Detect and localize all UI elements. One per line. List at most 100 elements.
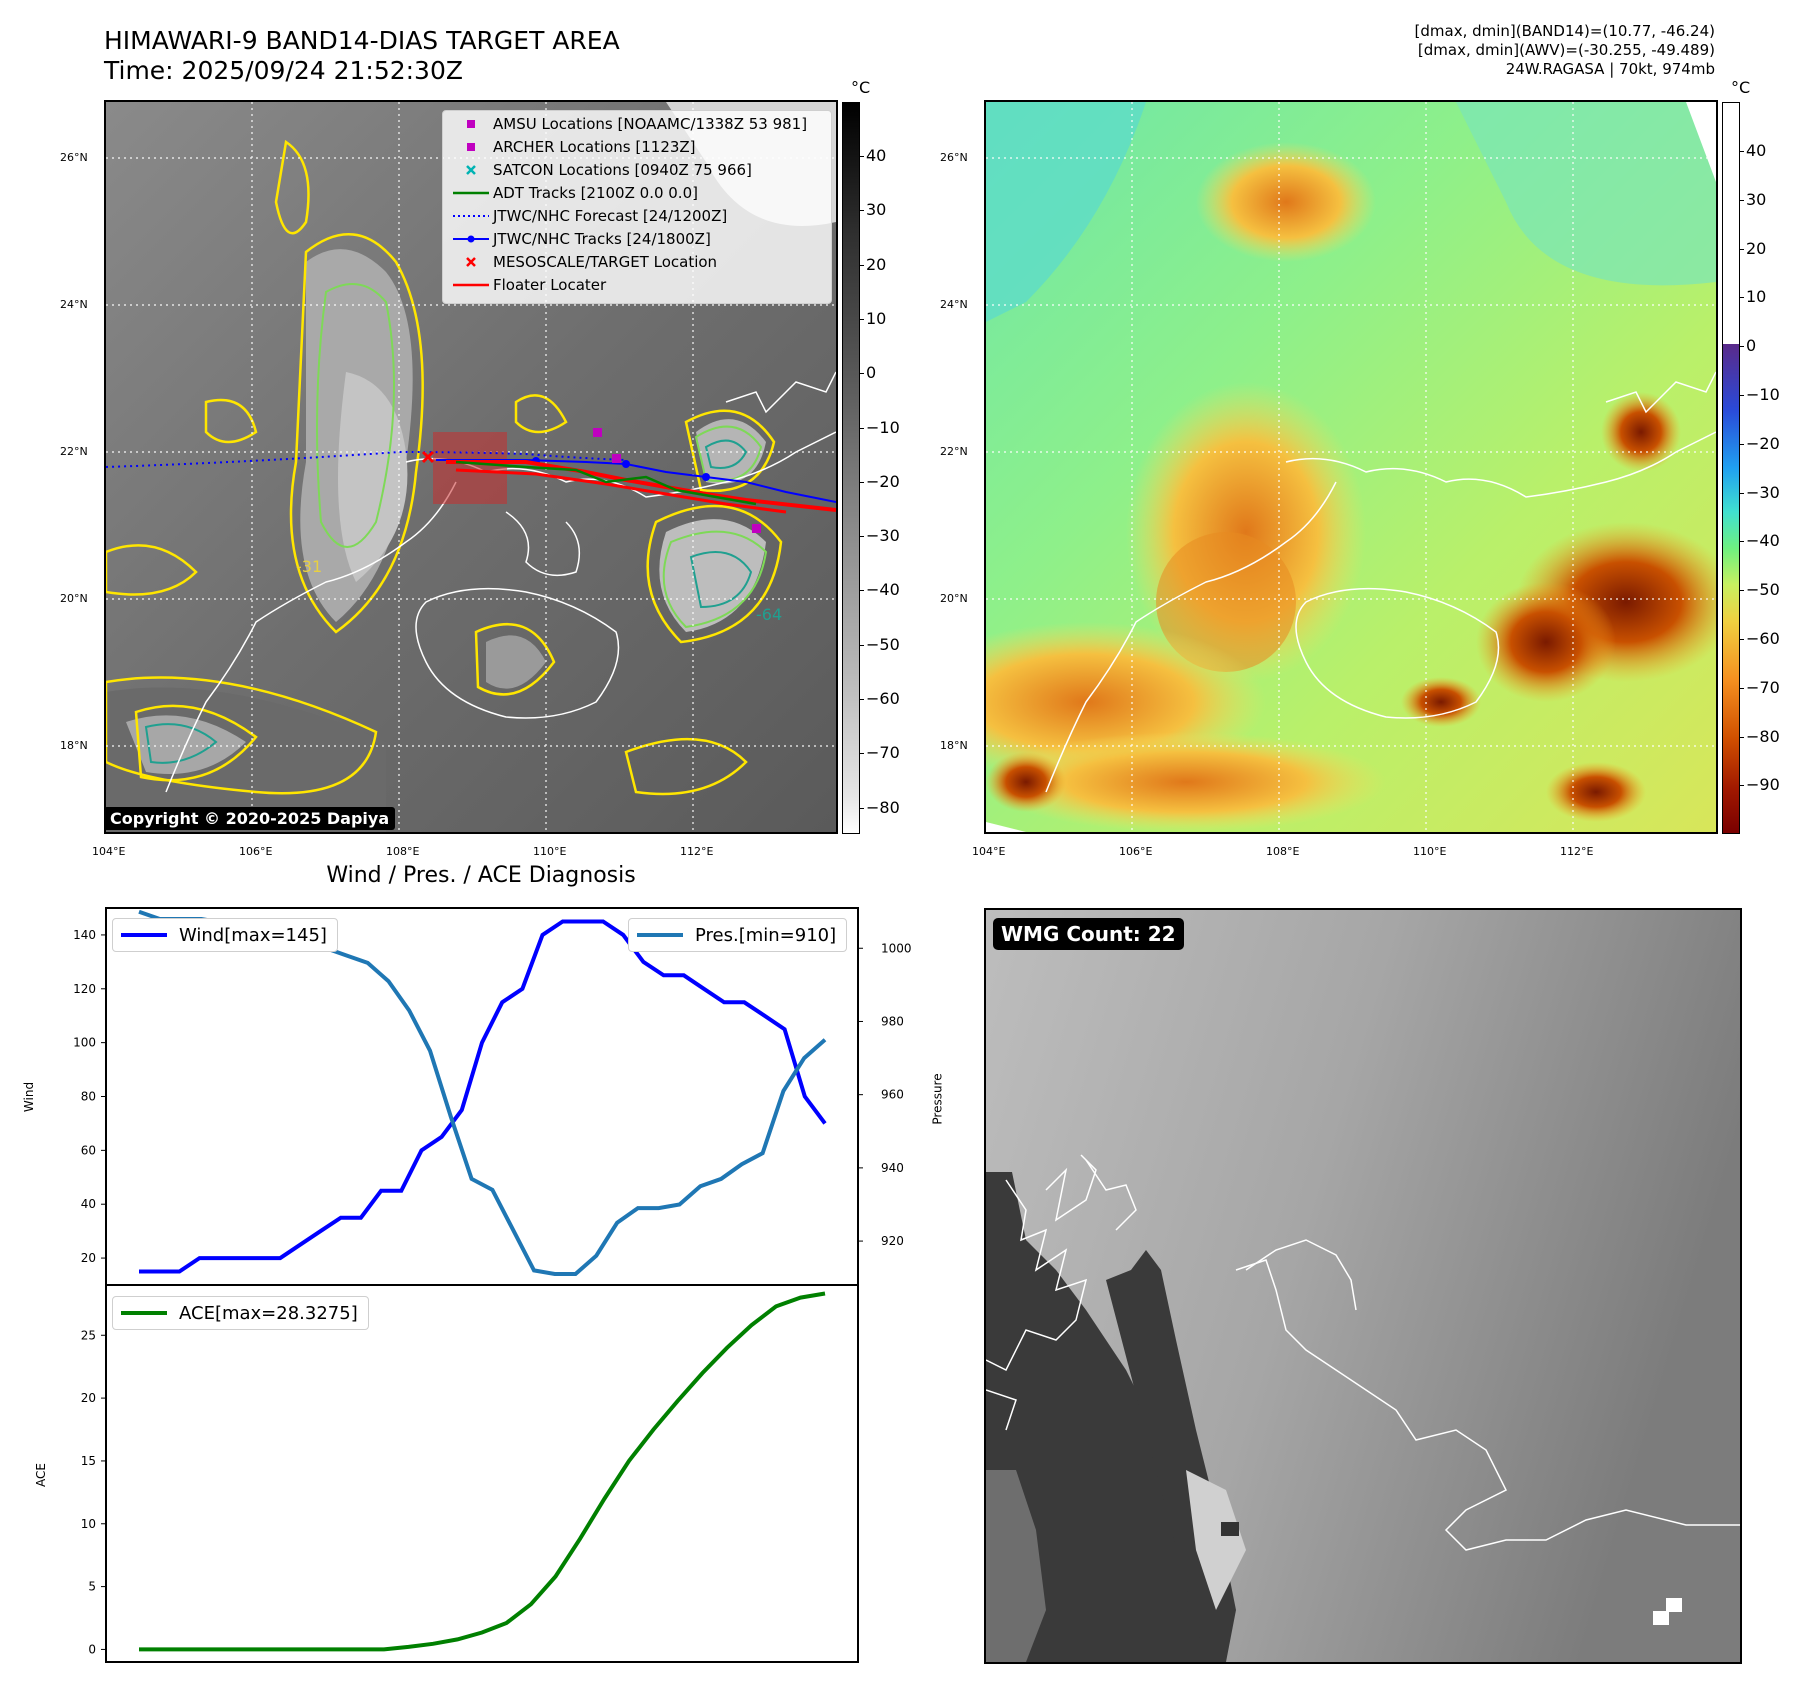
wind-legend-line (121, 933, 167, 937)
awv-colorbar-tick: 40 (1746, 141, 1767, 160)
ace-series-line (139, 1291, 826, 1652)
cyan-x-icon (451, 160, 493, 180)
awv-map-image (986, 102, 1716, 832)
wind-legend: Wind[max=145] (112, 918, 338, 952)
ir-colorbar-tick: 10 (866, 308, 887, 328)
legend-label: Floater Locater (493, 276, 607, 294)
awv-colorbar-tick: −80 (1746, 726, 1780, 746)
ir-colorbar-tick: −30 (866, 526, 900, 546)
band14-range: [dmax, dmin](BAND14)=(10.77, -46.24) (1414, 22, 1715, 40)
ir-colorbar-tick-mark (859, 264, 864, 266)
pressure-axis-label: Pressure (930, 1073, 945, 1125)
ir-colorbar-tick: 40 (866, 146, 887, 165)
awv-colorbar-tick-mark (1739, 199, 1744, 201)
legend-label: MESOSCALE/TARGET Location (493, 253, 718, 271)
lat-tick: 24°N (940, 298, 968, 311)
wind-tick-label: 80 (81, 1090, 96, 1104)
magenta-square-icon (451, 137, 493, 157)
figure-time: Time: 2025/09/24 21:52:30Z (104, 56, 463, 85)
legend-label: SATCON Locations [0940Z 75 966] (493, 161, 752, 179)
ace-tick-label: 10 (81, 1517, 96, 1531)
ir-colorbar-unit: °C (851, 78, 871, 97)
awv-colorbar-tick: −50 (1746, 580, 1780, 600)
blue-dot-line-icon (451, 229, 493, 249)
legend-label: JTWC/NHC Forecast [24/1200Z] (493, 207, 728, 225)
legend-label: AMSU Locations [NOAAMC/1338Z 53 981] (493, 115, 808, 133)
wind-tick-label: 120 (73, 982, 96, 996)
awv-colorbar-tick-mark (1739, 151, 1744, 152)
ir-colorbar-tick: −70 (866, 743, 900, 763)
ir-colorbar-tick-mark (859, 156, 864, 157)
blue-dotted-line-icon (451, 206, 493, 226)
awv-colorbar-tick-mark (1739, 297, 1744, 299)
awv-colorbar-tick-mark (1739, 492, 1744, 494)
awv-colorbar-tick-mark (1739, 248, 1744, 250)
ace-tick-label: 5 (88, 1580, 96, 1594)
ace-frame (105, 1284, 859, 1663)
lon-tick: 112°E (1560, 845, 1594, 858)
ir-colorbar (842, 102, 860, 834)
ir-colorbar-tick: −50 (866, 634, 900, 654)
ir-colorbar-tick-mark (859, 481, 864, 483)
pressure-tick-label: 940 (881, 1161, 904, 1175)
awv-colorbar-tick-mark (1739, 443, 1744, 445)
lon-tick: 104°E (972, 845, 1006, 858)
ir-colorbar-tick-mark (859, 536, 864, 538)
storm-info: 24W.RAGASA | 70kt, 974mb (1505, 60, 1715, 78)
ir-colorbar-tick-mark (859, 210, 864, 212)
awv-colorbar-unit: °C (1731, 78, 1751, 97)
ir-colorbar-tick: −40 (866, 580, 900, 600)
legend-label: ARCHER Locations [1123Z] (493, 138, 696, 156)
lon-tick: 108°E (386, 845, 420, 858)
ir-colorbar-tick: 20 (866, 254, 887, 274)
ir-colorbar-tick-mark (859, 427, 864, 429)
wind-legend-label: Wind[max=145] (179, 924, 327, 946)
awv-colorbar-tick: −40 (1746, 531, 1780, 551)
awv-colorbar-tick: 10 (1746, 287, 1767, 307)
wind-tick-label: 60 (81, 1143, 96, 1157)
lat-tick: 18°N (940, 739, 968, 752)
pressure-tick-label: 960 (881, 1088, 904, 1102)
lat-tick: 20°N (940, 592, 968, 605)
awv-colorbar-tick-mark (1739, 590, 1744, 592)
lat-tick: 18°N (60, 739, 88, 752)
lon-tick: 108°E (1266, 845, 1300, 858)
ir-colorbar-tick: 30 (866, 200, 887, 220)
ir-colorbar-tick: 0 (866, 363, 877, 383)
lon-tick: 104°E (92, 845, 126, 858)
legend-item: Floater Locater (451, 275, 606, 295)
legend-item: AMSU Locations [NOAAMC/1338Z 53 981] (451, 114, 807, 134)
awv-colorbar-tick: −20 (1746, 433, 1780, 453)
lat-tick: 26°N (60, 151, 88, 164)
lon-tick: 106°E (239, 845, 273, 858)
ir-map-panel: AMSU Locations [NOAAMC/1338Z 53 981] ARCH… (104, 100, 838, 834)
awv-colorbar-tick: 20 (1746, 238, 1767, 258)
green-line-icon (451, 183, 493, 203)
legend-item: SATCON Locations [0940Z 75 966] (451, 160, 752, 180)
wind-tick-label: 140 (73, 928, 96, 942)
pressure-legend: Pres.[min=910] (628, 918, 848, 952)
ace-legend: ACE[max=28.3275] (112, 1296, 369, 1330)
ir-colorbar-tick-mark (859, 753, 864, 755)
red-x-icon (451, 252, 493, 272)
legend-label: ADT Tracks [2100Z 0.0 0.0] (493, 184, 698, 202)
legend-item: ARCHER Locations [1123Z] (451, 137, 696, 157)
ir-colorbar-tick: −60 (866, 689, 900, 708)
wind-pressure-frame (105, 907, 859, 1286)
ace-legend-label: ACE[max=28.3275] (179, 1302, 358, 1324)
lat-tick: 22°N (940, 445, 968, 458)
ace-tick-label: 0 (88, 1642, 96, 1656)
ace-legend-line (121, 1311, 167, 1315)
wind-axis-label: Wind (22, 1081, 37, 1113)
pressure-tick-label: 920 (881, 1234, 904, 1248)
awv-map-panel (984, 100, 1718, 834)
ir-colorbar-tick-mark (859, 318, 864, 320)
awv-colorbar-tick-mark (1739, 639, 1744, 640)
ir-legend: AMSU Locations [NOAAMC/1338Z 53 981] ARCH… (442, 110, 832, 304)
awv-colorbar-tick: −30 (1746, 482, 1780, 502)
ace-tick-label: 25 (81, 1328, 96, 1342)
pressure-legend-label: Pres.[min=910] (695, 924, 837, 946)
pressure-series-line (138, 909, 827, 1276)
wind-tick-label: 100 (73, 1036, 96, 1050)
magenta-square-icon (451, 114, 493, 134)
